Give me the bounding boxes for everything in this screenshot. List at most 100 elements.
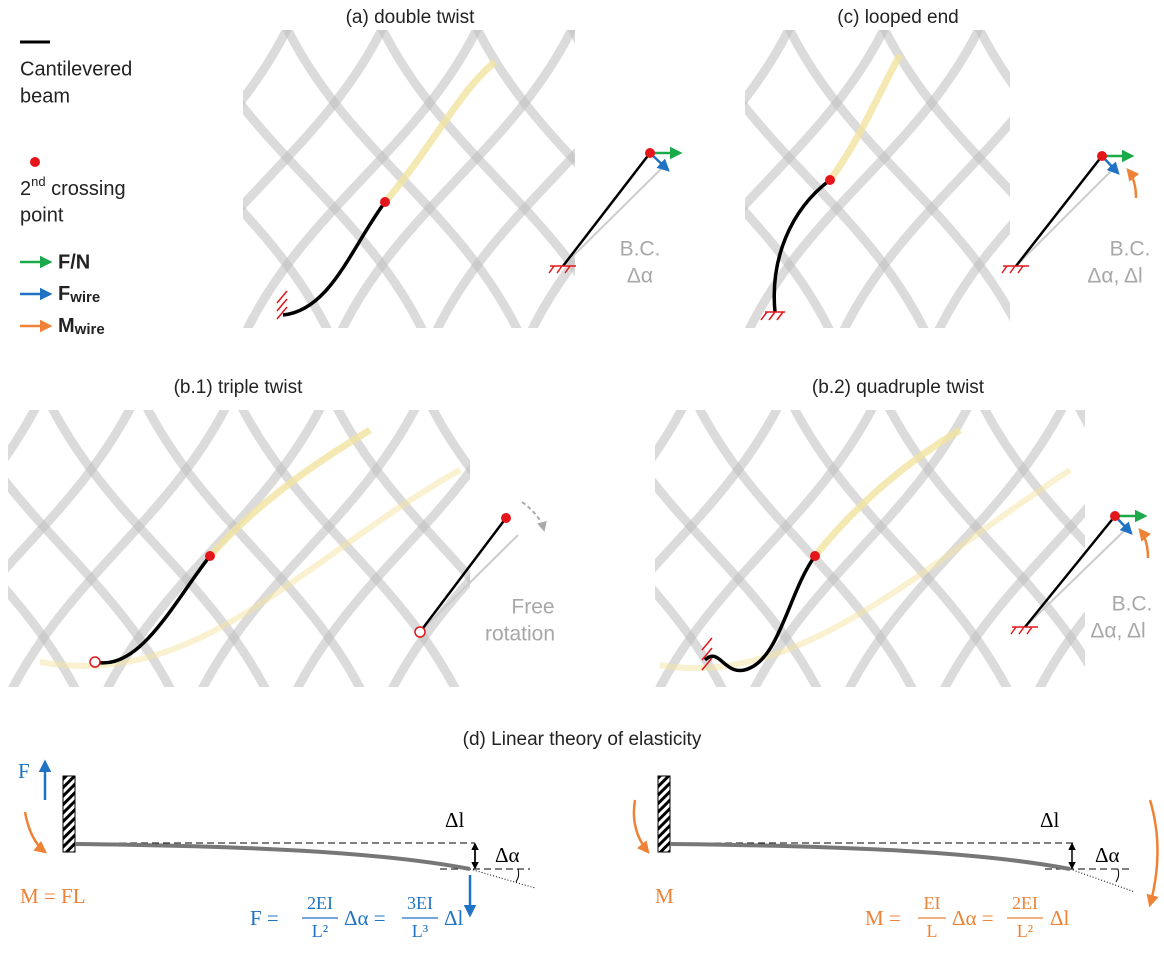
bc-beam bbox=[1016, 156, 1102, 266]
crossing-dot bbox=[810, 551, 820, 561]
label: M bbox=[655, 884, 674, 908]
page: Cantilevered beam 2nd crossing point F/N… bbox=[0, 0, 1164, 967]
deformed-line bbox=[1025, 530, 1125, 627]
crossing-dot bbox=[1110, 511, 1120, 521]
lattice-wire bbox=[473, 20, 711, 338]
beams bbox=[40, 55, 1070, 671]
bc-label: B.C. bbox=[1112, 593, 1153, 616]
moment-arrow bbox=[1150, 800, 1158, 905]
tangent bbox=[1070, 869, 1135, 892]
wall bbox=[63, 776, 75, 852]
beam bbox=[283, 202, 385, 315]
label: Δl bbox=[1040, 808, 1060, 832]
bc-label: rotation bbox=[485, 623, 555, 646]
formula-part: EI bbox=[924, 893, 941, 913]
lattice-wire bbox=[560, 400, 782, 697]
lattice-wire bbox=[695, 400, 917, 697]
legend-dot bbox=[30, 157, 40, 167]
lattice-wire bbox=[885, 400, 1107, 697]
theory-right bbox=[634, 776, 1158, 905]
formula-part: L² bbox=[312, 921, 328, 941]
panel-title: (b.2) quadruple twist bbox=[812, 377, 985, 398]
clamp bbox=[1002, 266, 1029, 273]
formula-part: 3EI bbox=[407, 893, 433, 913]
tangent bbox=[470, 869, 535, 888]
panel-title: (c) looped end bbox=[837, 7, 958, 28]
formula-part: Δα = bbox=[952, 906, 994, 930]
lattice-wire bbox=[333, 400, 555, 697]
clamp bbox=[761, 312, 785, 320]
formula-part: 2EI bbox=[1012, 893, 1038, 913]
lattice-wire bbox=[528, 20, 766, 338]
formula-part: L² bbox=[1017, 921, 1033, 941]
crossing-dot bbox=[1097, 151, 1107, 161]
lattice bbox=[0, 20, 1164, 338]
rotation-arrow bbox=[522, 502, 544, 530]
lattice-wire bbox=[293, 400, 515, 697]
lattice bbox=[460, 20, 1164, 338]
lattice-wire bbox=[555, 20, 793, 338]
lattice-wire bbox=[1125, 20, 1164, 338]
legend-text: point bbox=[20, 204, 64, 226]
formula-part: Δα = bbox=[344, 906, 386, 930]
bc-label: Δα bbox=[627, 265, 653, 288]
lattice-wire bbox=[1030, 20, 1164, 338]
formula-part: L bbox=[927, 921, 938, 941]
crossing-dot bbox=[645, 148, 655, 158]
lattice-wire bbox=[143, 400, 365, 697]
moment-arrow bbox=[1140, 530, 1148, 558]
figure: Cantilevered beam 2nd crossing point F/N… bbox=[0, 0, 1164, 967]
lattice-wire bbox=[428, 400, 650, 697]
angle-arc bbox=[516, 869, 519, 882]
lattice-wire bbox=[908, 20, 1146, 338]
deflected-beam bbox=[670, 844, 1070, 869]
moment-arrow bbox=[634, 800, 648, 852]
label: Δα bbox=[495, 843, 520, 867]
lattice-wire bbox=[600, 400, 822, 697]
label: Δl bbox=[445, 808, 465, 832]
legend-text: Mwire bbox=[58, 315, 105, 338]
label: F bbox=[18, 759, 30, 783]
bc-label: Δα, Δl bbox=[1090, 620, 1145, 643]
bc-label: Δα, Δl bbox=[1087, 265, 1142, 288]
formula-part: M = bbox=[865, 906, 901, 930]
deformed-line bbox=[1016, 170, 1112, 266]
legend-text: 2nd crossing bbox=[20, 174, 126, 200]
lattice-wire bbox=[388, 400, 610, 697]
formula-part: F = bbox=[250, 906, 279, 930]
pin bbox=[90, 657, 100, 667]
wall bbox=[658, 776, 670, 852]
formula-part: Δl bbox=[1050, 906, 1070, 930]
legend-text: Cantilevered bbox=[20, 58, 132, 80]
angle-arc bbox=[1116, 869, 1119, 882]
section-title: (d) Linear theory of elasticity bbox=[463, 729, 702, 750]
yellow-wire bbox=[210, 430, 370, 556]
panel-title: (a) double twist bbox=[346, 7, 476, 28]
lattices bbox=[0, 20, 1164, 697]
lattice-wire bbox=[505, 400, 727, 697]
theory-left bbox=[25, 762, 535, 915]
clamp bbox=[1011, 627, 1038, 634]
bc-label: Free bbox=[511, 596, 554, 619]
lattice-wire bbox=[948, 20, 1164, 338]
legend-text: Fwire bbox=[58, 283, 100, 306]
formula-part: L³ bbox=[412, 921, 429, 941]
formula: F = 2EI L² Δα = 3EI L³ Δl bbox=[250, 893, 464, 941]
moment-arrow bbox=[25, 812, 45, 852]
legend-text: F/N bbox=[58, 251, 90, 273]
legend: Cantilevered beam 2nd crossing point F/N… bbox=[20, 42, 132, 338]
panel-title: (b.1) triple twist bbox=[174, 377, 304, 398]
crossing-dot bbox=[380, 197, 390, 207]
crossing-dot bbox=[501, 513, 511, 523]
moment-arrow bbox=[1128, 170, 1136, 198]
lattice-wire bbox=[940, 400, 1162, 697]
label: Δα bbox=[1095, 843, 1120, 867]
bc-label: B.C. bbox=[1110, 238, 1151, 261]
lattice-wire bbox=[500, 20, 738, 338]
lattice-wire bbox=[465, 400, 687, 697]
bc-label: B.C. bbox=[620, 238, 661, 261]
lattice-wire bbox=[8, 400, 230, 697]
deformed-line bbox=[420, 535, 518, 632]
lattice-wire bbox=[718, 20, 956, 338]
formula-part: Δl bbox=[444, 906, 464, 930]
